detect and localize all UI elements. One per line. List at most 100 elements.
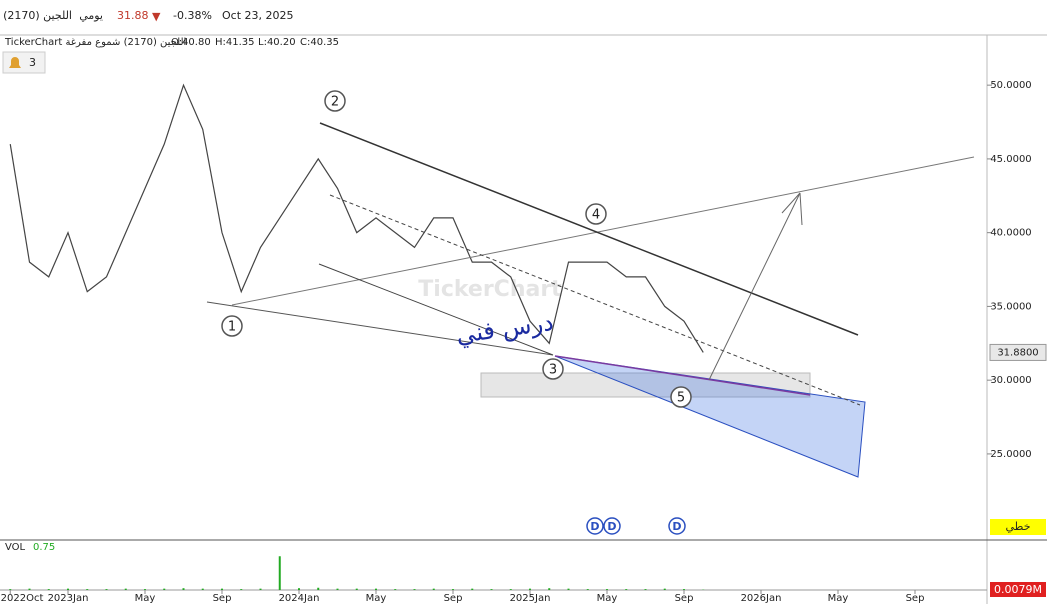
last-price-label: 31.8800 xyxy=(997,347,1038,358)
wave-label: 2 xyxy=(331,95,339,110)
date: Oct 23, 2025 xyxy=(222,9,294,22)
volume-bar xyxy=(490,589,493,590)
volume-bar xyxy=(182,588,185,590)
volume-bar xyxy=(548,588,551,590)
volume-bar xyxy=(471,588,474,590)
info-close: C:40.35 xyxy=(300,37,339,48)
symbol: اللجين (2170) xyxy=(3,9,72,22)
volume-bar xyxy=(336,588,339,590)
x-tick-label: May xyxy=(597,593,618,604)
volume-bar xyxy=(105,589,108,590)
info-source: TickerChart اللجين (2170) شموع مفرغة xyxy=(4,37,186,48)
wave-label: 1 xyxy=(228,320,236,335)
volume-bar xyxy=(529,588,531,590)
dividend-circles xyxy=(586,517,686,535)
arrow xyxy=(708,192,801,381)
y-tick-label: 25.0000 xyxy=(990,449,1031,460)
volume-bar xyxy=(28,588,31,590)
period: يومي xyxy=(79,9,103,22)
arrow-head xyxy=(781,192,801,214)
trend-line xyxy=(206,301,554,356)
x-tick-label: Sep xyxy=(675,593,694,604)
x-tick-label: Sep xyxy=(444,593,463,604)
price: 31.88 xyxy=(117,9,149,22)
y-tick-label: 45.0000 xyxy=(990,154,1031,165)
x-tick-label: 2024Jan xyxy=(279,593,320,604)
wave-circles xyxy=(221,90,692,408)
volume-bar xyxy=(201,588,204,590)
x-tick-label: 2022Oct xyxy=(1,593,44,604)
y-tick-label: 50.0000 xyxy=(990,80,1031,91)
y-tick-label: 30.0000 xyxy=(990,375,1031,386)
x-tick-label: 2026Jan xyxy=(741,593,782,604)
x-tick-label: May xyxy=(135,593,156,604)
style-badge[interactable] xyxy=(990,519,1046,535)
dividend[interactable]: D xyxy=(607,520,616,533)
volume-bar xyxy=(663,588,666,590)
volume-bar xyxy=(509,589,512,590)
trend-line xyxy=(554,355,811,396)
volume-bar xyxy=(67,588,69,590)
volume-bar xyxy=(567,588,570,590)
volume-bar xyxy=(394,589,397,590)
bell-icon xyxy=(9,57,21,68)
volume-bar xyxy=(278,556,281,590)
volume-bar xyxy=(375,588,377,590)
trend-line xyxy=(231,156,975,306)
wave-label: 5 xyxy=(677,391,685,406)
volume-bar xyxy=(355,588,358,590)
y-tick-label: 35.0000 xyxy=(990,301,1031,312)
dividend[interactable]: D xyxy=(672,520,681,533)
volume-bar xyxy=(124,588,127,590)
alert-box[interactable] xyxy=(2,51,46,74)
y-tick-label: 40.0000 xyxy=(990,228,1031,239)
volume-bar xyxy=(317,587,320,590)
x-tick-label: 2023Jan xyxy=(48,593,89,604)
style-label: خطي xyxy=(1006,520,1031,533)
x-tick-label: 2025Jan xyxy=(510,593,551,604)
x-tick-label: Sep xyxy=(906,593,925,604)
volume-bar xyxy=(452,589,454,590)
volume-bar xyxy=(47,589,50,590)
x-tick-label: May xyxy=(828,593,849,604)
info-high: H:41.35 xyxy=(215,37,255,48)
x-tick-label: May xyxy=(366,593,387,604)
volume-bar xyxy=(683,589,685,590)
volume-bar xyxy=(432,588,435,590)
volume-bar xyxy=(163,588,166,590)
wave-label: 3 xyxy=(549,363,557,378)
alert-count: 3 xyxy=(29,56,36,69)
volume-bar xyxy=(86,589,89,590)
volume-bar xyxy=(625,589,628,590)
volume-title: VOL xyxy=(5,542,26,553)
wave-label: 4 xyxy=(592,208,600,223)
volume-bar xyxy=(413,589,416,590)
watermark: TickerChart xyxy=(418,277,562,302)
volume-bar xyxy=(144,589,146,590)
volume-reading: 0.75 xyxy=(33,542,55,553)
price-line xyxy=(9,83,704,353)
x-tick-label: Sep xyxy=(213,593,232,604)
dividend[interactable]: D xyxy=(590,520,599,533)
direction: ▼ xyxy=(152,10,161,23)
volume-bar xyxy=(298,588,300,590)
volume-bar xyxy=(644,589,647,590)
volume-bar xyxy=(586,589,589,590)
last-price-badge xyxy=(989,343,1047,361)
info-low: L:40.20 xyxy=(258,37,296,48)
arrow-head xyxy=(799,192,803,226)
volume-bar xyxy=(259,588,262,590)
volume-bar xyxy=(221,588,223,590)
volume-last: 0.0079M xyxy=(994,583,1042,596)
volume-badge xyxy=(990,582,1046,597)
trend-line xyxy=(319,122,859,336)
volume-bar xyxy=(240,589,243,590)
trend-line xyxy=(318,263,554,356)
change: -0.38% xyxy=(173,9,212,22)
volume-bar xyxy=(9,589,12,590)
zone xyxy=(480,372,811,398)
info-open: O:40.80 xyxy=(171,37,211,48)
volume-bar xyxy=(606,589,608,590)
